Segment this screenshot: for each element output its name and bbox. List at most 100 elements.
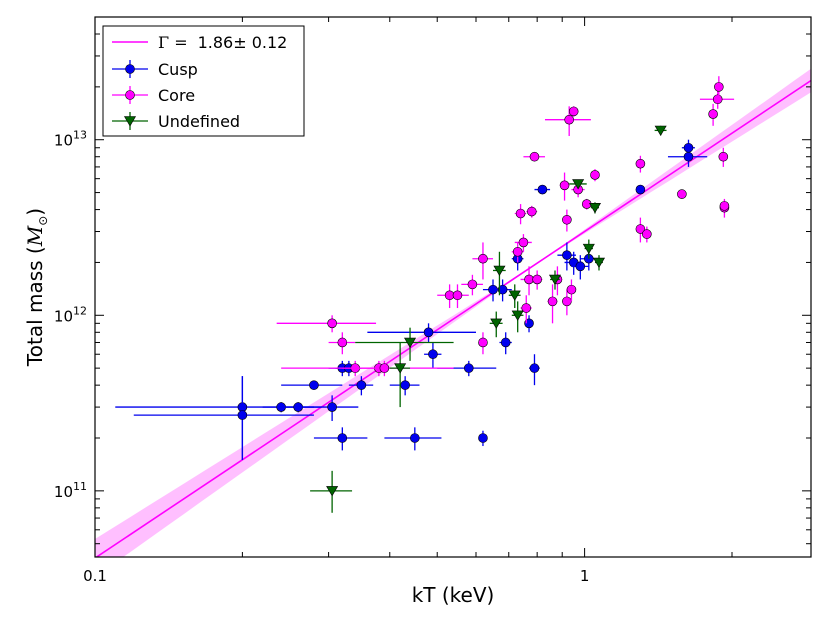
- data-point-undefined: [389, 342, 411, 408]
- data-point-core: [714, 76, 724, 100]
- points-layer: [115, 76, 735, 513]
- point-marker: [562, 250, 572, 260]
- data-point-cusp: [389, 376, 420, 396]
- point-marker: [575, 261, 586, 272]
- data-point-cusp: [499, 332, 512, 355]
- point-marker: [463, 363, 474, 373]
- plot-frame: [94, 16, 812, 558]
- legend-core-label: Core: [158, 86, 195, 105]
- point-marker: [590, 170, 600, 180]
- point-marker: [327, 318, 337, 329]
- data-point-core: [472, 242, 494, 280]
- data-point-cusp: [384, 427, 442, 451]
- fit-confidence-band: [95, 68, 811, 557]
- point-marker: [562, 214, 572, 225]
- point-marker: [582, 243, 595, 255]
- point-marker: [394, 363, 407, 374]
- point-marker: [529, 363, 540, 373]
- y-axis-label-sub: ⊙: [36, 216, 50, 226]
- point-marker: [428, 349, 438, 360]
- data-point-core: [571, 182, 585, 198]
- y-axis-label-text: Total mass (: [23, 246, 47, 367]
- point-marker: [508, 290, 521, 301]
- series-undefined: [310, 125, 667, 513]
- point-marker: [490, 318, 503, 329]
- legend-undefined-label: Undefined: [158, 112, 240, 131]
- y-tick-exponent: 11: [73, 480, 87, 493]
- data-point-undefined: [493, 251, 506, 296]
- point-marker: [642, 229, 652, 239]
- point-marker: [588, 203, 602, 214]
- point-marker: [423, 327, 434, 338]
- y-tick-base: 10: [54, 307, 73, 325]
- x-tick-label: 0.1: [83, 567, 107, 585]
- point-marker: [548, 274, 562, 285]
- point-marker: [532, 274, 542, 285]
- point-marker: [500, 337, 511, 348]
- data-point-undefined: [588, 202, 602, 214]
- y-tick-base: 10: [54, 483, 73, 501]
- data-point-undefined: [548, 270, 562, 290]
- y-tick-exponent: 12: [73, 304, 87, 317]
- data-point-core: [514, 204, 527, 225]
- y-tick-label: 1013: [54, 129, 87, 150]
- data-point-cusp: [424, 342, 442, 369]
- data-point-core: [445, 284, 469, 309]
- point-marker: [564, 114, 574, 125]
- point-marker: [547, 296, 558, 307]
- point-marker: [635, 224, 646, 234]
- point-marker: [572, 179, 585, 190]
- point-marker: [356, 380, 367, 390]
- point-marker: [568, 106, 579, 117]
- data-point-cusp: [529, 354, 540, 386]
- data-point-core: [520, 295, 532, 324]
- point-marker: [379, 363, 390, 373]
- data-point-core: [511, 242, 524, 263]
- data-point-core: [544, 106, 591, 136]
- y-tick-base: 10: [54, 132, 73, 150]
- y-axis-label-group: Total mass (M⊙): [23, 208, 50, 367]
- data-point-core: [328, 332, 356, 355]
- data-point-core: [635, 217, 646, 243]
- legend-box: [102, 25, 305, 137]
- data-point-cusp: [557, 242, 576, 271]
- point-marker: [327, 402, 337, 412]
- data-point-core: [718, 147, 729, 167]
- x-axis-label: kT (keV): [412, 583, 495, 607]
- data-point-core: [719, 200, 730, 212]
- legend-fit-label: Γ = 1.86± 0.12: [158, 33, 287, 52]
- point-marker: [326, 486, 339, 497]
- point-marker: [566, 284, 577, 295]
- data-point-cusp: [667, 147, 708, 167]
- point-marker: [478, 337, 488, 348]
- data-point-cusp: [534, 184, 551, 195]
- data-point-core: [590, 169, 600, 182]
- y-tick-label: 1011: [54, 480, 87, 501]
- data-point-core: [635, 155, 646, 173]
- point-marker: [537, 184, 548, 195]
- data-point-cusp: [493, 279, 512, 302]
- legend-item-cusp: Cusp: [112, 60, 198, 79]
- point-marker: [467, 279, 478, 290]
- data-point-cusp: [635, 184, 646, 195]
- point-marker: [712, 94, 723, 105]
- y-tick-label: 1012: [54, 304, 87, 325]
- point-marker: [478, 253, 488, 264]
- data-point-cusp: [302, 395, 359, 421]
- data-point-core: [276, 315, 377, 333]
- y-axis-label: Total mass (M⊙): [23, 208, 50, 367]
- point-marker: [293, 402, 303, 412]
- data-point-undefined: [489, 311, 503, 338]
- data-point-cusp: [571, 255, 589, 280]
- point-marker: [521, 303, 532, 313]
- point-marker: [452, 290, 463, 301]
- data-point-undefined: [582, 239, 595, 259]
- legend-undefined-marker: [123, 116, 137, 127]
- point-marker: [493, 265, 506, 277]
- data-point-cusp: [367, 323, 476, 343]
- point-marker: [654, 125, 667, 136]
- data-point-core: [568, 106, 579, 117]
- legend-fit-gamma: Γ =: [158, 33, 188, 52]
- point-marker: [677, 189, 687, 199]
